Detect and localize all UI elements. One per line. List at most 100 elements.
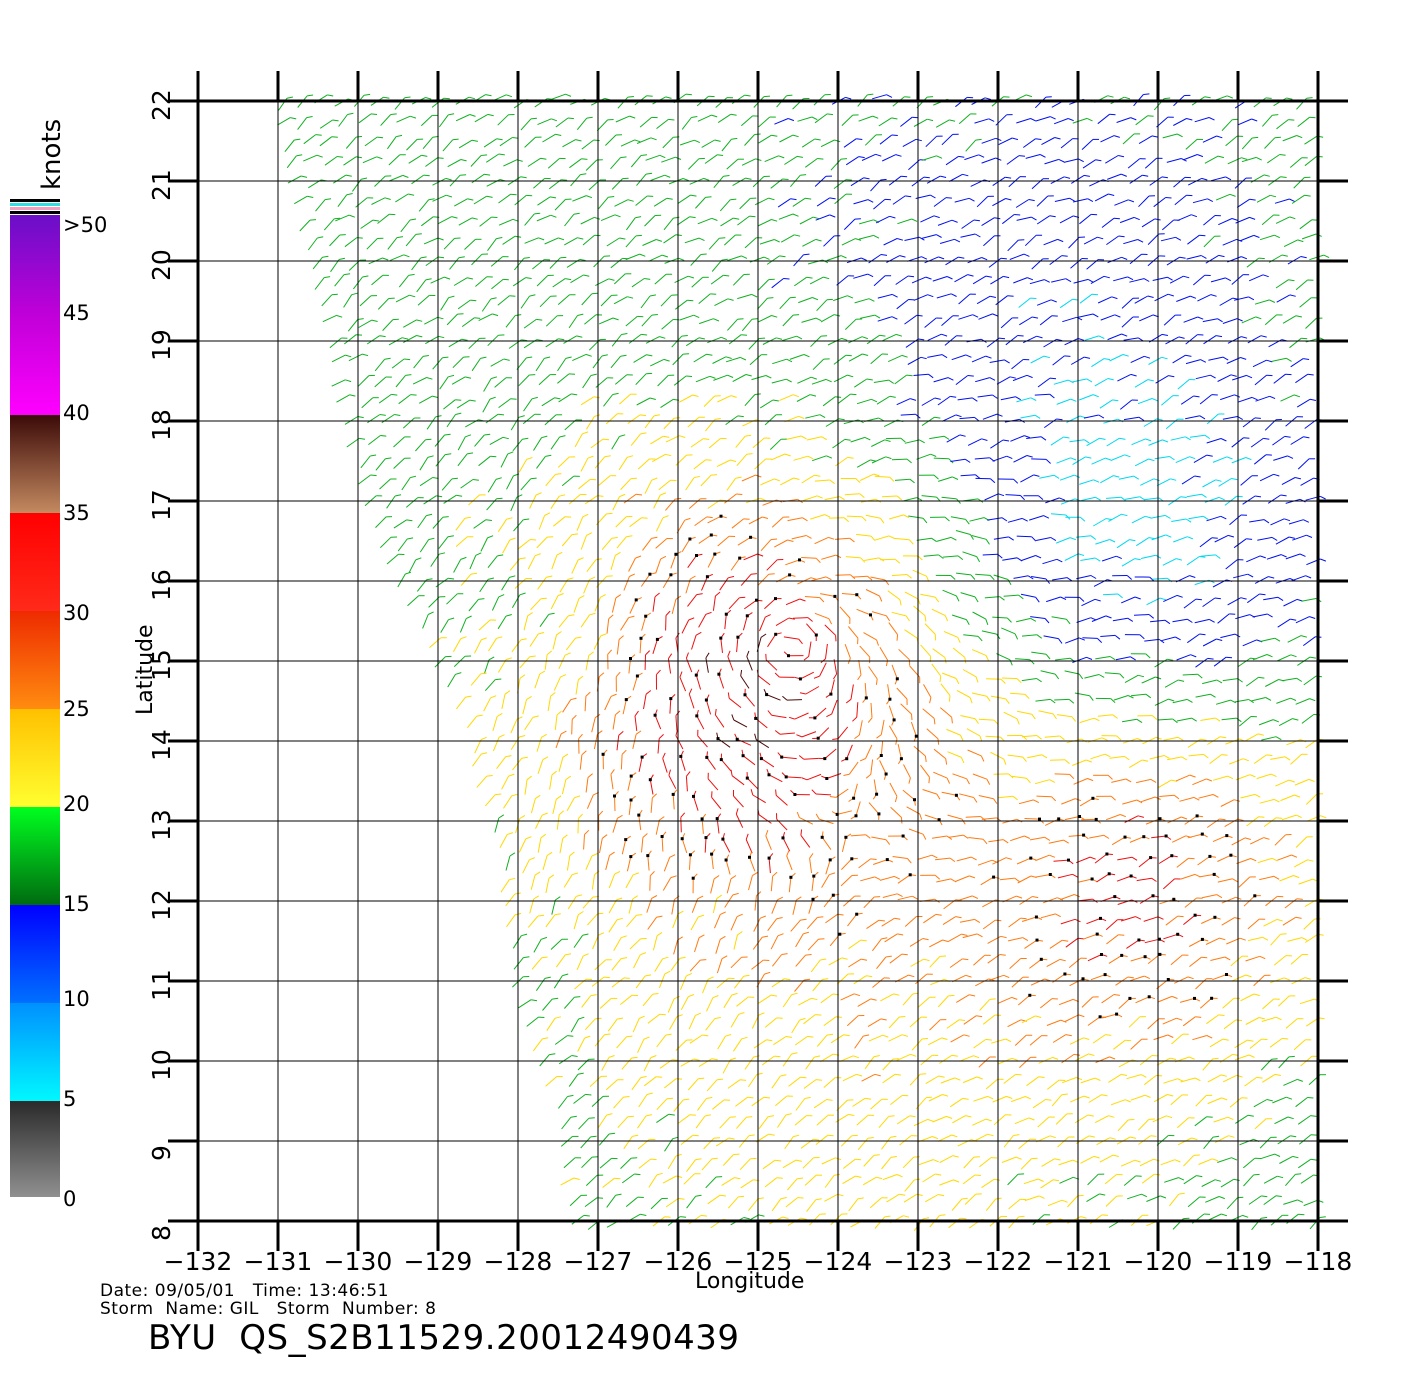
wind-vector	[403, 319, 417, 328]
wind-vector	[1220, 799, 1235, 807]
wind-barb	[606, 1113, 613, 1116]
wind-barb	[1078, 673, 1084, 680]
wind-vector	[735, 435, 746, 448]
wind-vector	[575, 679, 579, 695]
wind-barb	[578, 733, 583, 740]
wind-vector	[1176, 717, 1192, 722]
wind-vector	[1283, 598, 1298, 607]
wind-barb	[1120, 496, 1127, 502]
wind-barb	[546, 650, 553, 656]
wind-barb	[565, 953, 572, 956]
wind-vector	[1295, 616, 1310, 624]
wind-vector	[1148, 439, 1163, 446]
wind-vector	[1174, 976, 1189, 984]
wind-vector	[828, 957, 843, 966]
wind-barb	[1005, 176, 1012, 179]
wind-vector	[1087, 1016, 1101, 1026]
wind-vector	[1217, 854, 1232, 862]
wind-barb	[1078, 553, 1085, 556]
wind-barb	[771, 315, 778, 318]
wind-barb	[933, 718, 936, 725]
wind-vector	[843, 419, 859, 425]
wind-vector	[871, 439, 885, 447]
wind-barb	[1088, 1135, 1095, 1138]
wind-barb	[1318, 1017, 1325, 1020]
wind-vector	[831, 699, 838, 715]
wind-barb	[987, 1133, 994, 1137]
wind-vector	[482, 398, 491, 413]
wind-vector	[1172, 698, 1188, 704]
wind-vector	[1187, 633, 1200, 644]
wind-barb	[577, 675, 584, 681]
wind-vector	[1135, 115, 1149, 126]
wind-barb	[861, 516, 867, 522]
wind-barb	[565, 93, 572, 97]
wind-vector	[627, 414, 641, 425]
wind-barb	[496, 712, 503, 717]
wind-vector	[1194, 1116, 1208, 1127]
wind-barb	[992, 394, 998, 399]
wind-vector	[611, 597, 617, 613]
wind-vector	[510, 719, 518, 734]
wind-vector	[667, 998, 675, 1013]
wind-vector	[1165, 336, 1180, 345]
wind-barb	[534, 871, 541, 876]
wind-barb	[985, 1118, 992, 1122]
wind-barb	[784, 978, 791, 981]
wind-barb	[866, 975, 873, 978]
wind-vector	[977, 859, 993, 866]
wind-vector	[1095, 539, 1110, 545]
wind-vector	[766, 559, 778, 571]
wind-vector	[719, 1116, 731, 1129]
wind-barb	[460, 174, 467, 176]
wind-vector	[1121, 558, 1136, 567]
wind-vector	[1064, 670, 1080, 675]
wind-vector	[929, 939, 943, 948]
wind-vector	[856, 1114, 869, 1126]
wind-vector	[985, 1078, 998, 1090]
wind-barb	[841, 337, 848, 341]
wind-vector	[858, 660, 862, 675]
wind-barb	[738, 1012, 745, 1015]
wind-vector	[975, 377, 990, 383]
wind-vector	[840, 993, 855, 1001]
wind-vector	[1074, 1053, 1089, 1062]
wind-barb	[967, 375, 974, 377]
wind-barb	[796, 155, 803, 158]
wind-barb	[1060, 1019, 1067, 1023]
wind-vector	[1020, 414, 1036, 419]
wind-vector	[1259, 875, 1275, 881]
wind-vector	[993, 574, 1009, 580]
wind-barb	[757, 1197, 764, 1200]
wind-vector	[1121, 316, 1134, 328]
wind-vector	[617, 1116, 629, 1129]
wind-vector	[584, 1197, 598, 1208]
wind-vector	[679, 394, 693, 403]
wind-vector	[1170, 1094, 1183, 1106]
wind-vector	[1051, 616, 1067, 620]
wind-barb	[934, 596, 940, 603]
wind-barb	[725, 1034, 732, 1037]
wind-barb	[1093, 479, 1100, 483]
wind-vector	[863, 1155, 875, 1167]
wind-vector	[868, 1034, 883, 1042]
wind-vector	[1239, 1138, 1254, 1146]
wind-vector	[1091, 358, 1105, 368]
wind-vector	[923, 913, 937, 924]
wind-vector	[1233, 538, 1247, 549]
wind-barb	[1273, 473, 1280, 477]
wind-barb	[541, 812, 548, 816]
wind-vector	[728, 697, 742, 708]
wind-barb	[1266, 359, 1273, 363]
wind-barb	[1286, 97, 1293, 100]
wind-barb	[1127, 617, 1134, 622]
wind-barb	[541, 936, 548, 940]
wind-vector	[689, 854, 691, 870]
wind-vector	[1013, 575, 1029, 579]
wind-barb	[394, 494, 402, 497]
wind-barb	[792, 213, 799, 217]
wind-barb	[575, 636, 582, 639]
wind-barb	[629, 115, 636, 119]
wind-barb	[876, 1176, 883, 1180]
wind-vector	[1151, 534, 1166, 541]
